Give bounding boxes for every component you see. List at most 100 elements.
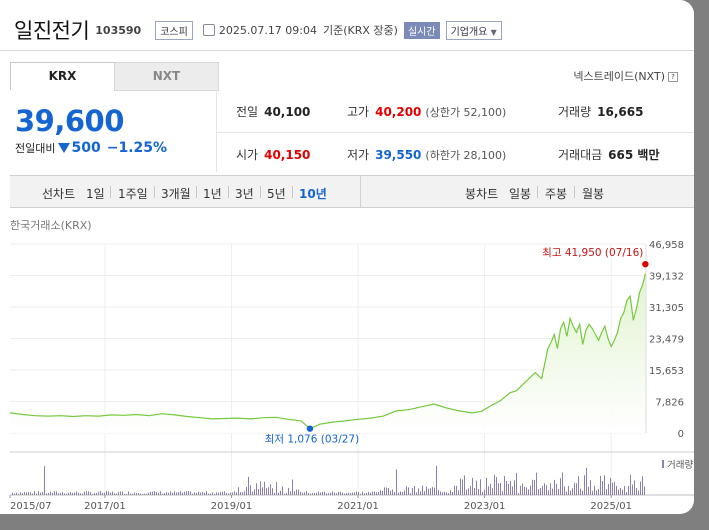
volume-bar bbox=[28, 491, 29, 495]
volume-bar bbox=[98, 491, 99, 495]
divider bbox=[537, 186, 538, 198]
volume-bar bbox=[154, 491, 155, 495]
volume-bar bbox=[468, 488, 469, 495]
volume-bar bbox=[42, 491, 43, 495]
volume-bar bbox=[616, 485, 617, 495]
volume-bar bbox=[472, 477, 473, 495]
volume-bar bbox=[60, 492, 61, 495]
volume-bar bbox=[420, 491, 421, 495]
volume-bar bbox=[22, 493, 23, 495]
volume-bar bbox=[88, 491, 89, 495]
volume-bar bbox=[520, 485, 521, 495]
volume-bar bbox=[400, 491, 401, 495]
volume-bar bbox=[250, 485, 251, 495]
volume-bar bbox=[152, 491, 153, 495]
volume-bar bbox=[216, 492, 217, 495]
stat-value: 40,100 bbox=[264, 105, 311, 119]
volume-bar bbox=[394, 491, 395, 495]
volume-bar bbox=[210, 493, 211, 495]
candle-daily[interactable]: 일봉 bbox=[509, 187, 532, 201]
volume-bar bbox=[242, 492, 243, 495]
period-1y[interactable]: 1년 bbox=[203, 187, 222, 201]
volume-bar bbox=[72, 493, 73, 495]
volume-bar bbox=[90, 492, 91, 495]
volume-bar bbox=[116, 493, 117, 495]
volume-bar bbox=[618, 489, 619, 495]
quote-datetime: 2025.07.17 09:04 bbox=[218, 23, 318, 37]
period-1w[interactable]: 1주일 bbox=[118, 187, 148, 201]
volume-bar bbox=[442, 492, 443, 495]
volume-bar bbox=[228, 493, 229, 495]
volume-bar bbox=[256, 483, 257, 495]
volume-bar bbox=[306, 491, 307, 495]
divider bbox=[196, 186, 197, 198]
volume-bar bbox=[286, 492, 287, 495]
volume-bar bbox=[456, 485, 457, 495]
volume-bar bbox=[202, 491, 203, 495]
volume-bar bbox=[546, 485, 547, 495]
volume-bar bbox=[564, 486, 565, 495]
volume-bar bbox=[632, 484, 633, 495]
stat-amount: 거래대금 665 백만 bbox=[558, 146, 659, 163]
period-3m[interactable]: 3개월 bbox=[161, 187, 191, 201]
period-1d[interactable]: 1일 bbox=[86, 187, 105, 201]
volume-bar bbox=[278, 492, 279, 495]
realtime-badge[interactable]: 실시간 bbox=[403, 21, 440, 39]
quote-basis: 기준(KRX 장중) bbox=[323, 24, 398, 37]
candle-weekly[interactable]: 주봉 bbox=[545, 187, 568, 201]
period-5y[interactable]: 5년 bbox=[267, 187, 286, 201]
volume-bar bbox=[566, 491, 567, 495]
volume-bar bbox=[328, 493, 329, 495]
volume-bar bbox=[580, 488, 581, 495]
volume-bar bbox=[596, 490, 597, 495]
volume-bar bbox=[508, 483, 509, 495]
volume-bar bbox=[270, 484, 271, 495]
stat-open: 시가 40,150 bbox=[236, 146, 310, 163]
volume-bar bbox=[76, 491, 77, 495]
volume-bar bbox=[358, 491, 359, 495]
volume-bar bbox=[320, 492, 321, 495]
chart-toolbar: 선차트 1일 1주일 3개월 1년 3년 5년 10년 봉차트 일봉 주봉 월봉 bbox=[10, 175, 694, 208]
nextrade-link[interactable]: 넥스트레이드(NXT)? bbox=[573, 68, 678, 84]
volume-bar bbox=[26, 492, 27, 495]
change-value: 500 bbox=[71, 140, 101, 156]
volume-bar bbox=[248, 476, 249, 495]
volume-bar bbox=[308, 492, 309, 495]
volume-bar bbox=[130, 493, 131, 495]
period-10y[interactable]: 10년 bbox=[299, 187, 327, 201]
volume-bar bbox=[80, 493, 81, 495]
volume-bar bbox=[384, 487, 385, 495]
candle-monthly[interactable]: 월봉 bbox=[582, 187, 605, 201]
tab-nxt[interactable]: NXT bbox=[114, 62, 219, 91]
company-info-button[interactable]: 기업개요 ▼ bbox=[445, 20, 502, 40]
volume-bar bbox=[622, 489, 623, 495]
volume-bar bbox=[366, 492, 367, 495]
volume-bar bbox=[526, 487, 527, 495]
volume-bar bbox=[524, 486, 525, 495]
volume-bar bbox=[18, 493, 19, 495]
volume-bar bbox=[268, 487, 269, 495]
chevron-down-icon: ▼ bbox=[490, 27, 497, 37]
volume-bar bbox=[226, 492, 227, 495]
line-chart-label: 선차트 bbox=[42, 187, 76, 201]
volume-bar bbox=[488, 486, 489, 495]
volume-bar bbox=[326, 493, 327, 495]
nextrade-link-label: 넥스트레이드(NXT) bbox=[573, 70, 665, 83]
stat-high: 고가 40,200 (상한가 52,100) bbox=[347, 103, 506, 120]
volume-bar bbox=[288, 487, 289, 495]
volume-bar bbox=[604, 475, 605, 495]
volume-bar bbox=[562, 472, 563, 495]
volume-bar bbox=[222, 491, 223, 495]
tab-krx[interactable]: KRX bbox=[10, 62, 115, 90]
volume-bar bbox=[50, 491, 51, 495]
stat-label: 거래량 bbox=[558, 105, 592, 119]
volume-bar bbox=[138, 493, 139, 495]
period-3y[interactable]: 3년 bbox=[235, 187, 254, 201]
stat-value: 16,665 bbox=[597, 105, 644, 119]
volume-bar bbox=[144, 493, 145, 495]
volume-bar bbox=[184, 491, 185, 495]
volume-bar bbox=[388, 488, 389, 495]
volume-bar bbox=[194, 492, 195, 495]
volume-bar bbox=[122, 491, 123, 495]
volume-bar bbox=[558, 488, 559, 495]
